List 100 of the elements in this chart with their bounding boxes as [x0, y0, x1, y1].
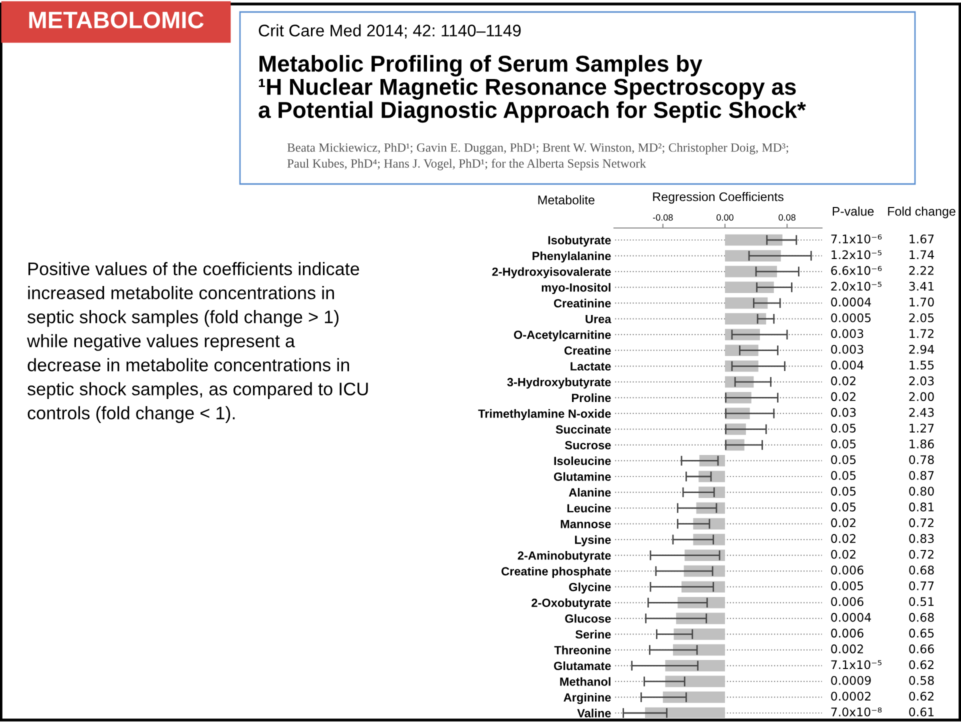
- y-tick-label: Urea: [586, 314, 612, 324]
- y-tick-label: O-Acetylcarnitine: [514, 330, 611, 342]
- y-tick-label: Creatine: [564, 346, 611, 355]
- text: 0.006: [831, 597, 864, 606]
- bar: [693, 518, 725, 530]
- text: 0.68: [909, 566, 934, 575]
- text: 0.0004: [831, 612, 871, 622]
- text: 1.86: [910, 439, 934, 448]
- text: 0.65: [909, 628, 934, 638]
- text: Positive values of the coefficients indicate increased metabolite concentrations in septic shock samples (fold change > 1) while negative values represent a decrease in metabolite concentrations in septic shock samples, as compared to ICU controls (fold change < 1).: [26, 262, 368, 423]
- text: 6.6x10⁻⁶: [831, 266, 882, 275]
- text: 0.87: [909, 470, 934, 480]
- y-tick-label: Glycine: [569, 582, 611, 594]
- y-tick-label: Isoleucine: [554, 456, 611, 466]
- text: 1.72: [910, 329, 934, 338]
- y-tick-label: Valine: [577, 708, 611, 718]
- y-tick-label: Threonine: [554, 646, 611, 654]
- text: 0.02: [831, 392, 856, 402]
- y-tick-label: Serine: [575, 630, 611, 639]
- text: 0.77: [909, 581, 934, 590]
- text: 0.0005: [831, 313, 871, 322]
- y-tick-label: Lactate: [570, 362, 611, 371]
- bar: [724, 266, 777, 278]
- y-axis-title: Metabolite: [538, 195, 594, 204]
- text: 0.003: [831, 329, 864, 338]
- text: 0.004: [831, 360, 864, 370]
- y-tick-label: Methanol: [560, 677, 610, 686]
- x-tick-label: 0.00: [716, 214, 734, 221]
- y-tick-label: Glutamate: [554, 661, 611, 670]
- text: 1.27: [910, 424, 934, 432]
- bar: [662, 692, 725, 703]
- text: 0.002: [831, 644, 863, 654]
- bar: [674, 628, 725, 640]
- text: 0.78: [909, 455, 934, 464]
- y-tick-label: Phenylalanine: [532, 251, 611, 262]
- y-tick-label: 2-Hydroxyisovalerate: [492, 267, 611, 278]
- bar: [645, 707, 725, 718]
- bar: [672, 644, 725, 656]
- y-tick-label: Creatine phosphate: [502, 566, 611, 578]
- text: 0.62: [909, 692, 934, 701]
- y-tick-label: Trimethylamine N-oxide: [478, 409, 611, 420]
- text: 0.72: [909, 518, 934, 528]
- text: 7.1x10⁻⁵: [831, 660, 882, 670]
- text: 0.006: [831, 566, 864, 575]
- x-tick-label: -0.08: [653, 214, 673, 221]
- text: 1.67: [910, 234, 934, 244]
- x-axis-title: Regression Coefficients: [653, 192, 784, 204]
- bar: [724, 234, 782, 246]
- y-tick-label: 2-Aminobutyrate: [518, 551, 611, 562]
- text: Metabolic Profiling of Serum Samples by ¹H Nuclear Magnetic Resonance Spectroscopy as a Potential Diagnostic Approach for Septic Shock*: [258, 55, 806, 123]
- text: 1.70: [910, 298, 934, 306]
- text: 0.0004: [831, 298, 871, 306]
- text: 0.58: [909, 676, 934, 685]
- text: 1.74: [910, 250, 934, 260]
- text: 2.94: [909, 344, 934, 354]
- text: 0.02: [831, 376, 856, 386]
- text: 0.81: [909, 502, 934, 512]
- bar: [724, 250, 781, 262]
- text: P-value: [832, 206, 874, 216]
- text: 0.61: [909, 707, 934, 716]
- y-tick-label: Lysine: [575, 535, 611, 546]
- text: METABOLOMIC: [29, 12, 204, 28]
- bar: [665, 676, 725, 688]
- y-tick-label: Creatinine: [554, 298, 611, 308]
- text: 0.62: [909, 660, 934, 670]
- text: 1.55: [910, 360, 934, 370]
- text: Fold change: [888, 206, 956, 218]
- text: 1.2x10⁻⁵: [832, 250, 882, 260]
- y-tick-label: 3-Hydroxybutyrate: [507, 378, 611, 389]
- text: 0.0009: [831, 676, 871, 685]
- text: Beata Mickiewicz, PhD¹; Gavin E. Duggan, PhD¹; Brent W. Winston, MD²; Christopher Doig, MD³; Paul Kubes, PhD⁴; Hans J. Vogel, PhD¹; for the Alberta Sepsis Network: [287, 143, 788, 170]
- text: 0.05: [831, 470, 856, 480]
- text: 0.02: [831, 534, 856, 543]
- y-tick-label: Succinate: [556, 424, 611, 434]
- y-tick-label: Leucine: [567, 504, 611, 512]
- text: 0.0002: [831, 692, 870, 701]
- text: 2.0x10⁻⁵: [831, 282, 882, 291]
- y-tick-label: Glutamine: [554, 472, 611, 481]
- text: 0.72: [909, 550, 934, 559]
- text: 0.68: [909, 612, 934, 622]
- y-tick-label: Sucrose: [564, 441, 611, 450]
- text: 7.1x10⁻⁶: [831, 234, 882, 244]
- text: 0.03: [831, 408, 856, 417]
- text: 0.003: [831, 344, 864, 354]
- text: 0.005: [831, 581, 864, 590]
- text: 0.02: [831, 550, 856, 559]
- text: 2.43: [909, 408, 934, 417]
- text: 0.05: [831, 424, 856, 433]
- y-tick-label: Arginine: [564, 692, 611, 704]
- y-tick-label: Isobutyrate: [548, 236, 611, 247]
- y-tick-label: 2-Oxobutyrate: [532, 598, 611, 610]
- text: 0.51: [909, 597, 934, 606]
- y-tick-label: myo-Inositol: [542, 283, 610, 294]
- bar: [724, 313, 766, 325]
- text: 0.02: [831, 518, 856, 528]
- text: 2.22: [909, 266, 934, 275]
- bar: [665, 660, 725, 672]
- bar: [724, 297, 768, 309]
- text: 2.05: [909, 313, 934, 322]
- text: 7.0x10⁻⁸: [831, 707, 882, 716]
